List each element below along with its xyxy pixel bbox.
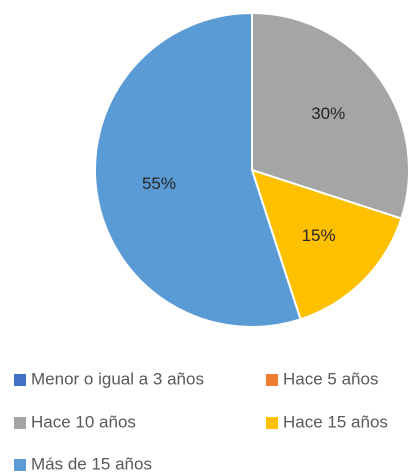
legend-label: Hace 5 años <box>283 369 378 388</box>
pie-slice <box>251 11 410 220</box>
legend-label: Más de 15 años <box>31 454 152 473</box>
legend-label: Hace 10 años <box>31 412 136 431</box>
legend-swatch <box>266 417 278 429</box>
data-label: 55% <box>142 174 176 193</box>
legend-label: Hace 15 años <box>283 412 388 431</box>
legend-swatch <box>14 459 26 471</box>
legend-swatch <box>14 417 26 429</box>
legend-label: Menor o igual a 3 años <box>31 369 204 388</box>
legend-swatch <box>266 374 278 386</box>
pie-slice <box>94 11 302 328</box>
data-label: 15% <box>302 226 336 245</box>
legend-swatch <box>14 374 26 386</box>
data-label: 30% <box>311 104 345 123</box>
